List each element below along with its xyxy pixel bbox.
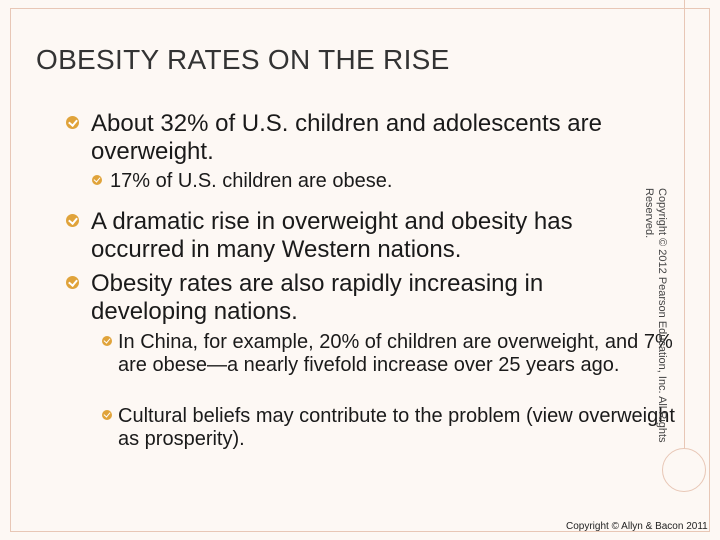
sub-bullet-check-icon — [92, 175, 102, 185]
bullet-item: Obesity rates are also rapidly increasin… — [91, 270, 661, 326]
sub-bullet-item: Cultural beliefs may contribute to the p… — [118, 405, 678, 451]
decorative-circle — [662, 448, 706, 492]
bullet-item: A dramatic rise in overweight and obesit… — [91, 208, 661, 264]
side-copyright: Copyright © 2012 Pearson Education, Inc.… — [642, 188, 668, 488]
sub-bullet-check-icon — [102, 410, 112, 420]
bullet-check-icon — [66, 276, 79, 289]
footer-copyright: Copyright © Allyn & Bacon 2011 — [566, 521, 708, 532]
sub-bullet-item: 17% of U.S. children are obese. — [110, 170, 630, 193]
bullet-item: About 32% of U.S. children and adolescen… — [91, 110, 691, 166]
bullet-check-icon — [66, 116, 79, 129]
sub-bullet-item: In China, for example, 20% of children a… — [118, 331, 698, 377]
sub-bullet-check-icon — [102, 336, 112, 346]
slide-title: OBESITY RATES ON THE RISE — [36, 44, 450, 76]
decorative-rule — [684, 0, 685, 470]
bullet-check-icon — [66, 214, 79, 227]
